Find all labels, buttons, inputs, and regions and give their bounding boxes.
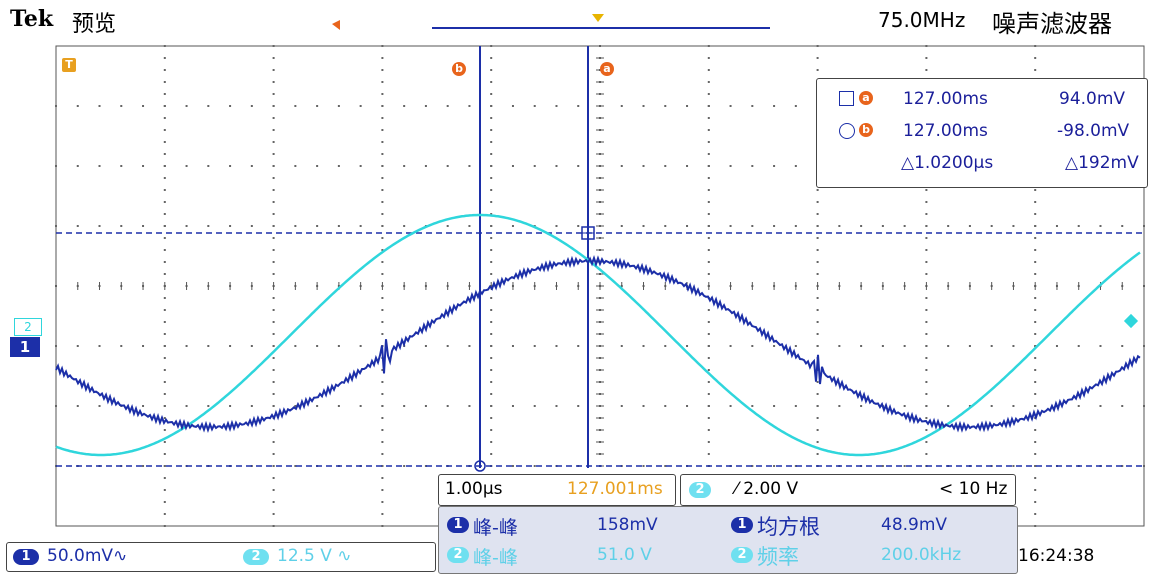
timebase-position: 127.001ms bbox=[567, 479, 663, 499]
timebase-panel[interactable]: 1.00µs 127.001ms bbox=[438, 474, 676, 506]
cursor-a-marker-small: a bbox=[859, 91, 873, 105]
brand-logo: Tek bbox=[10, 6, 54, 32]
measurement-name: 峰-峰 bbox=[473, 547, 518, 569]
cursor-b-circle-icon bbox=[839, 123, 855, 139]
measurement-ch1-chip: 1 bbox=[447, 517, 469, 533]
ch1-chip: 1 bbox=[13, 549, 39, 565]
measurement-ch2-chip: 2 bbox=[447, 547, 469, 563]
cursor-delta-time: △1.0200µs bbox=[901, 153, 994, 173]
ch1-ground-marker[interactable]: 1 bbox=[10, 337, 40, 357]
measurement-name: 频率 bbox=[757, 545, 799, 569]
cursor-b-marker: b bbox=[452, 62, 466, 76]
cursor-delta-voltage: △192mV bbox=[1065, 153, 1139, 173]
timebase-scale: 1.00µs bbox=[445, 479, 503, 499]
cursor-a-voltage: 94.0mV bbox=[1059, 89, 1126, 109]
trigger-t-marker: T bbox=[62, 58, 76, 72]
cursor-readout-panel: a 127.00ms 94.0mV b 127.00ms -98.0mV △1.… bbox=[816, 78, 1148, 188]
measurement-ch2-chip: 2 bbox=[731, 547, 753, 563]
cursor-a-time: 127.00ms bbox=[903, 89, 988, 109]
measurement-ch2-pkpk: 2 峰-峰 51.0 V bbox=[447, 543, 727, 569]
ch2-scale: 12.5 V ∿ bbox=[277, 546, 352, 566]
bandwidth-label: 75.0MHz bbox=[878, 8, 966, 32]
measurement-ch1-pkpk: 1 峰-峰 158mV bbox=[447, 513, 727, 539]
bottom-status-bar: 1 50.0mV∿ 2 12.5 V ∿ 16:24:38 bbox=[0, 540, 1156, 572]
clock: 16:24:38 bbox=[1018, 546, 1095, 566]
ch1-scale: 50.0mV∿ bbox=[47, 546, 128, 566]
trigger-source-chip: 2 bbox=[689, 482, 711, 498]
trigger-slope-level: ⁄ 2.00 V bbox=[735, 479, 799, 499]
trigger-frequency: < 10 Hz bbox=[939, 479, 1008, 499]
acquisition-mode: 预览 bbox=[72, 12, 117, 37]
cursor-b-marker-small: b bbox=[859, 123, 873, 137]
vertical-scale-panel[interactable]: 1 50.0mV∿ 2 12.5 V ∿ bbox=[6, 542, 436, 572]
measurement-value: 200.0kHz bbox=[881, 545, 962, 565]
ch2-chip: 2 bbox=[243, 549, 269, 565]
measurement-value: 158mV bbox=[597, 515, 658, 535]
trigger-left-arrow-icon bbox=[332, 20, 340, 30]
trigger-position-icon bbox=[592, 14, 604, 22]
measurement-name: 峰-峰 bbox=[473, 517, 518, 539]
cursor-b-voltage: -98.0mV bbox=[1057, 121, 1130, 141]
cursor-b-time: 127.00ms bbox=[903, 121, 988, 141]
measurement-value: 51.0 V bbox=[597, 545, 652, 565]
cursor-a-square-icon bbox=[839, 91, 854, 106]
record-position-indicator bbox=[332, 14, 770, 30]
cursor-b-circle-icon bbox=[474, 460, 486, 472]
measurement-value: 48.9mV bbox=[881, 515, 948, 535]
noise-filter-label: 噪声滤波器 bbox=[992, 10, 1112, 38]
ch2-ground-marker[interactable]: 2 bbox=[14, 318, 42, 336]
measurement-ch1-chip: 1 bbox=[731, 517, 753, 533]
measurements-panel[interactable]: 1 峰-峰 158mV 1 均方根 48.9mV 2 峰-峰 51.0 V 2 … bbox=[438, 506, 1018, 574]
channel-1-waveform bbox=[55, 255, 1141, 433]
trigger-panel[interactable]: 2 ⁄ 2.00 V < 10 Hz bbox=[680, 474, 1016, 506]
measurement-ch1-rms: 1 均方根 48.9mV bbox=[731, 513, 1011, 539]
measurement-ch2-freq: 2 频率 200.0kHz bbox=[731, 543, 1011, 569]
channel-2-waveform bbox=[55, 213, 1141, 457]
measurement-name: 均方根 bbox=[757, 515, 820, 539]
cursor-a-marker: a bbox=[600, 62, 614, 76]
